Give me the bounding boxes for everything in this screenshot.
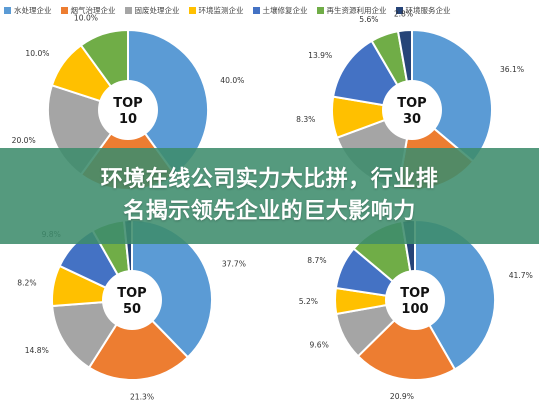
data-label: 8.3% [296, 115, 315, 124]
data-label: 8.2% [17, 278, 36, 287]
legend-item-4: 土壤修复企业 [252, 5, 308, 16]
center-label: TOP [113, 96, 142, 111]
center-label: 10 [119, 112, 137, 127]
legend-swatch [124, 6, 132, 14]
pie-slice [411, 28, 493, 163]
center-label: TOP [400, 286, 429, 301]
data-label: 5.2% [299, 297, 318, 306]
data-label: 10.0% [74, 14, 98, 23]
data-label: 41.7% [509, 271, 533, 280]
data-label: 37.7% [222, 259, 246, 268]
data-label: 8.7% [307, 256, 326, 265]
data-label: 20.0% [12, 136, 36, 145]
data-label: 20.9% [390, 392, 414, 400]
legend-label: 环境监测企业 [198, 5, 244, 15]
center-label: 100 [401, 302, 428, 317]
legend-swatch [188, 6, 196, 14]
data-label: 14.8% [25, 346, 49, 355]
legend-swatch [316, 6, 324, 14]
donut-hole [385, 270, 445, 330]
legend-swatch [252, 6, 260, 14]
legend-label: 固废处理企业 [134, 5, 180, 15]
data-label: 2.8% [394, 9, 413, 18]
legend-item-5: 再生资源利用企业 [316, 5, 387, 16]
donut-hole [98, 80, 158, 140]
legend-item-2: 固废处理企业 [124, 5, 180, 16]
headline-line-2: 名揭示领先企业的巨大影响力 [123, 199, 416, 224]
legend-label: 土壤修复企业 [262, 5, 308, 15]
legend-label: 再生资源利用企业 [326, 5, 387, 15]
data-label: 21.3% [130, 392, 154, 400]
legend-label: 烟气治理企业 [70, 5, 116, 15]
legend-item-3: 环境监测企业 [188, 5, 244, 16]
center-label: TOP [397, 96, 426, 111]
donut-hole [102, 270, 162, 330]
legend-item-0: 水处理企业 [4, 5, 52, 16]
data-label: 36.1% [500, 65, 524, 74]
legend-label: 水处理企业 [14, 5, 52, 15]
data-label: 5.6% [359, 15, 378, 24]
center-label: TOP [117, 286, 146, 301]
pie-slice [87, 298, 190, 381]
legend-item-6: 环境服务企业 [395, 5, 451, 16]
headline-banner: 环境在线公司实力大比拼，行业排 名揭示领先企业的巨大影响力 [0, 148, 539, 244]
legend-swatch [60, 6, 68, 14]
donut-hole [382, 80, 442, 140]
headline-line-1: 环境在线公司实力大比拼，行业排 [100, 167, 439, 192]
data-label: 9.6% [310, 341, 329, 350]
pie-slice [356, 298, 457, 381]
legend-swatch [395, 6, 403, 14]
data-label: 10.0% [25, 49, 49, 58]
legend-label: 环境服务企业 [405, 5, 451, 15]
legend-swatch [4, 6, 11, 14]
center-label: 50 [123, 302, 141, 317]
legend-item-1: 烟气治理企业 [60, 5, 116, 16]
data-label: 40.0% [220, 76, 244, 85]
chart-legend: 水处理企业 烟气治理企业 固废处理企业 环境监测企业 土壤修复企业 再生资源利用企业 环境服… [0, 0, 539, 20]
center-label: 30 [403, 112, 421, 127]
data-label: 13.9% [308, 51, 332, 60]
